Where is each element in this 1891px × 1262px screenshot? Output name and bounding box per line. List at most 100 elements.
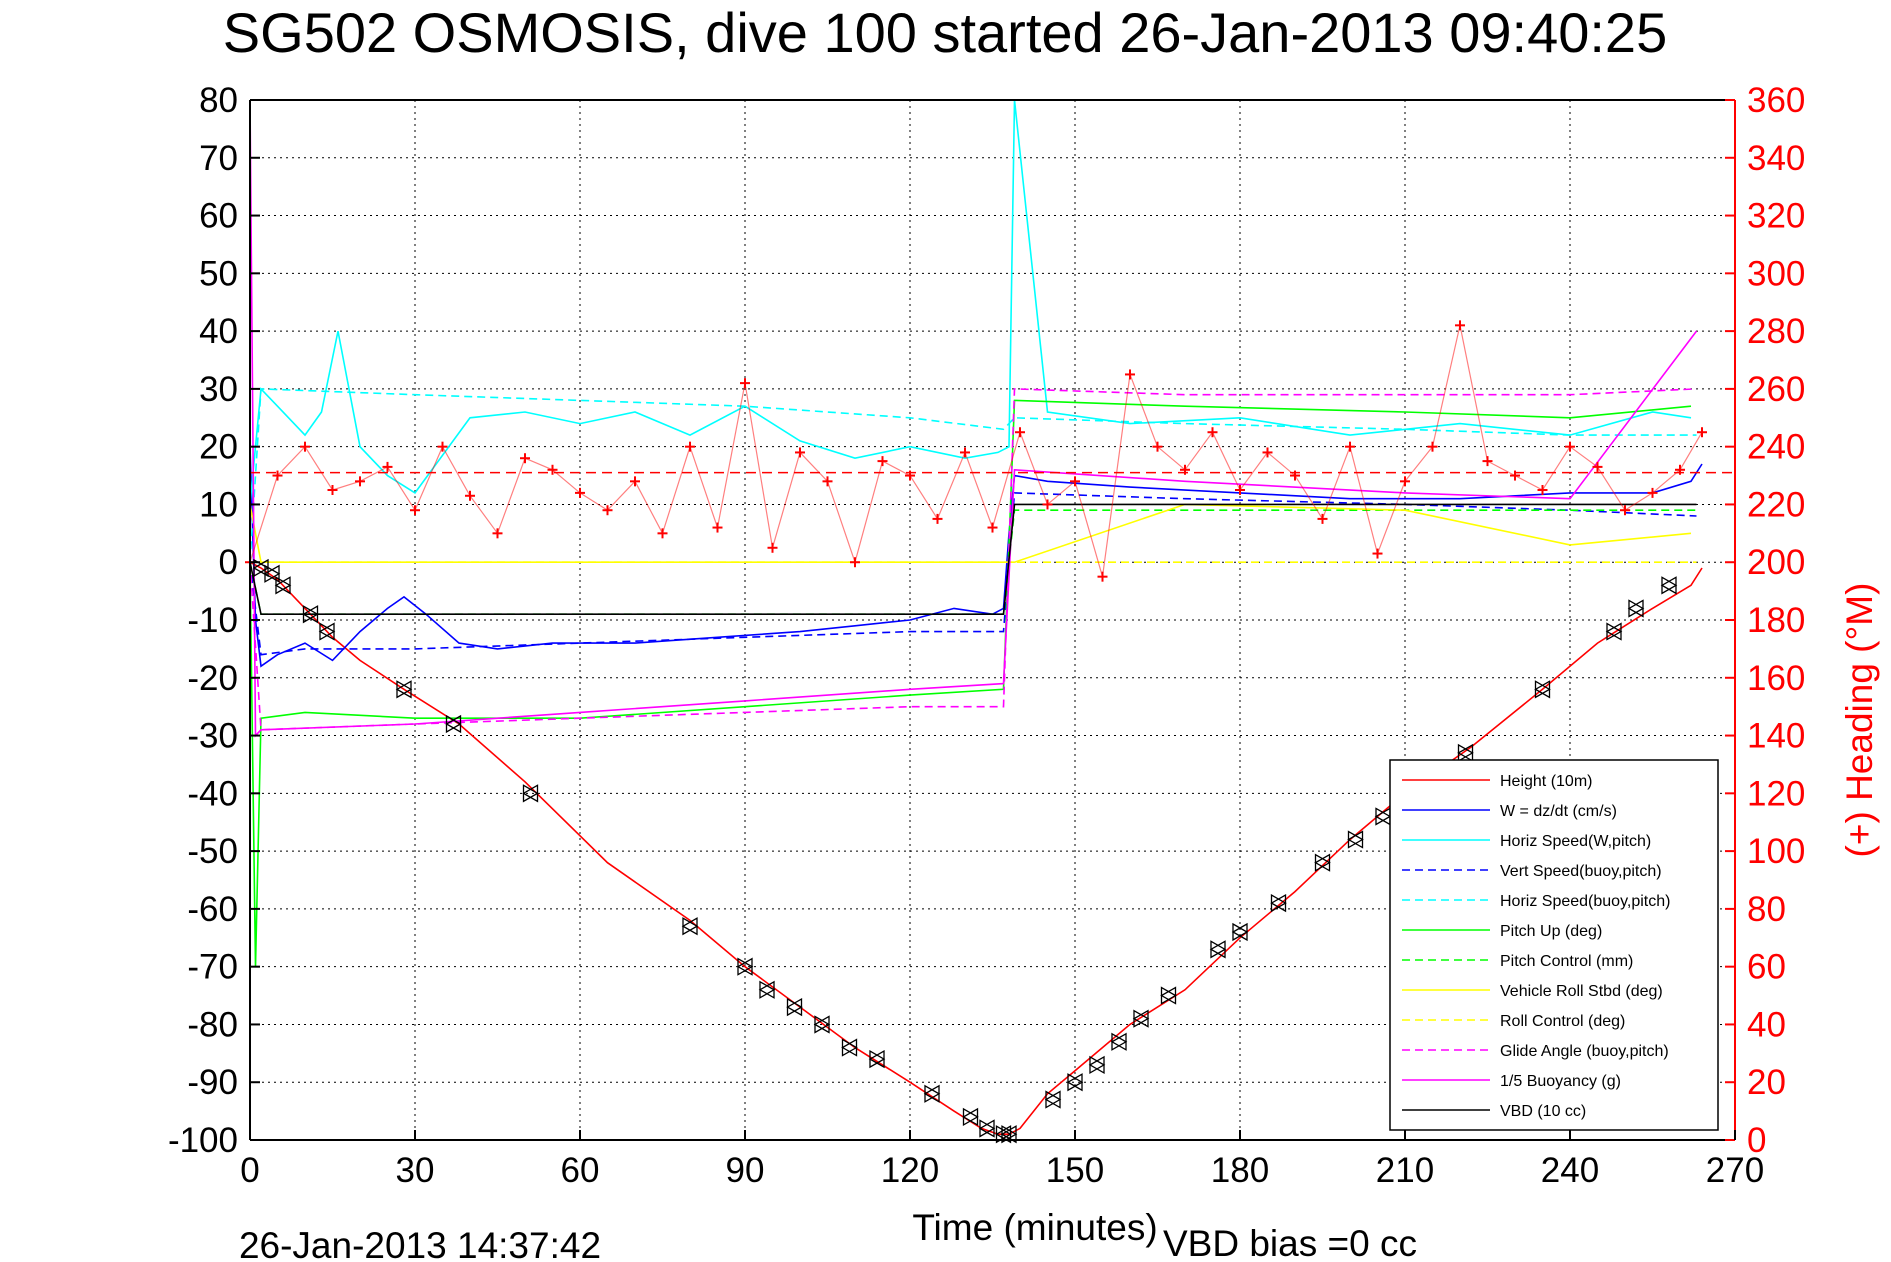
x-tick-label: 120 bbox=[881, 1151, 939, 1190]
x-tick-label: 150 bbox=[1046, 1151, 1104, 1190]
triangle-marker-rev bbox=[1231, 922, 1248, 942]
triangle-marker-rev bbox=[1660, 576, 1677, 595]
y2-tick-label: 180 bbox=[1747, 601, 1805, 640]
heading-marker bbox=[1070, 476, 1080, 487]
triangle-marker-rev bbox=[786, 997, 803, 1017]
triangle-marker-rev bbox=[1066, 1073, 1083, 1092]
y2-tick-label: 140 bbox=[1747, 717, 1805, 756]
heading-marker bbox=[712, 522, 723, 533]
heading-marker bbox=[355, 476, 365, 487]
y-tick-label: 80 bbox=[199, 81, 238, 120]
heading-marker bbox=[850, 557, 860, 568]
x-tick-label: 30 bbox=[396, 1151, 435, 1190]
heading-marker bbox=[547, 464, 558, 475]
y-tick-label: -10 bbox=[187, 601, 238, 640]
heading-marker bbox=[1400, 476, 1410, 487]
heading-marker bbox=[272, 470, 283, 481]
axes: 80706050403020100-10-20-30-40-50-60-70-8… bbox=[168, 81, 1805, 1190]
heading-marker bbox=[877, 456, 888, 467]
legend-entry: Horiz Speed(buoy,pitch) bbox=[1500, 893, 1670, 910]
series-line bbox=[249, 399, 1692, 967]
y2-tick-label: 80 bbox=[1747, 890, 1786, 929]
heading-marker bbox=[960, 447, 970, 458]
y-tick-label: -70 bbox=[187, 948, 238, 987]
heading-marker bbox=[1042, 499, 1053, 510]
triangle-marker-rev bbox=[736, 957, 753, 976]
triangle-marker-rev bbox=[681, 917, 698, 936]
series-line bbox=[249, 99, 1698, 738]
legend-entry: VBD (10 cc) bbox=[1500, 1103, 1586, 1120]
legend-entry: Vert Speed(buoy,pitch) bbox=[1500, 863, 1662, 880]
triangle-marker-rev bbox=[263, 564, 280, 583]
triangle-marker-rev bbox=[813, 1015, 830, 1034]
heading-marker bbox=[1372, 548, 1383, 559]
heading-marker bbox=[437, 441, 448, 452]
triangle-marker-rev bbox=[923, 1084, 940, 1103]
heading-marker bbox=[822, 476, 833, 487]
heading-marker bbox=[1510, 470, 1520, 481]
triangle-marker-rev bbox=[995, 1125, 1012, 1144]
heading-marker bbox=[987, 522, 998, 533]
legend-entry: Horiz Speed(W,pitch) bbox=[1500, 833, 1651, 850]
x-tick-label: 90 bbox=[726, 1151, 765, 1190]
heading-marker bbox=[1647, 487, 1658, 498]
y-tick-label: 50 bbox=[199, 254, 238, 293]
y2-tick-label: 280 bbox=[1747, 312, 1805, 351]
y-tick-label: 60 bbox=[199, 197, 238, 236]
legend-entry: W = dz/dt (cm/s) bbox=[1500, 803, 1617, 820]
triangle-marker-rev bbox=[1605, 622, 1622, 641]
triangle-marker-rev bbox=[962, 1107, 979, 1127]
y2-tick-label: 360 bbox=[1747, 81, 1805, 120]
heading-marker bbox=[630, 476, 640, 487]
chart-title: SG502 OSMOSIS, dive 100 started 26-Jan-2… bbox=[223, 1, 1667, 64]
triangle-marker-rev bbox=[1110, 1032, 1127, 1051]
triangle-marker-rev bbox=[1457, 743, 1474, 763]
heading-marker bbox=[1015, 427, 1025, 438]
x-tick-label: 270 bbox=[1706, 1151, 1764, 1190]
heading-marker bbox=[1097, 571, 1108, 582]
x-tick-label: 240 bbox=[1541, 1151, 1599, 1190]
heading-marker bbox=[602, 505, 613, 516]
footer-vbd-bias: VBD bias =0 cc bbox=[1163, 1223, 1417, 1262]
y-tick-label: -40 bbox=[187, 774, 238, 813]
heading-marker bbox=[1565, 441, 1575, 452]
y2-tick-label: 40 bbox=[1747, 1005, 1786, 1044]
y-tick-label: 70 bbox=[199, 139, 238, 178]
heading-marker bbox=[327, 485, 338, 495]
heading-marker bbox=[1592, 461, 1603, 472]
legend-entry: Pitch Control (mm) bbox=[1500, 953, 1633, 970]
triangle-marker-rev bbox=[395, 680, 412, 699]
x-axis-label: Time (minutes) bbox=[912, 1207, 1157, 1248]
heading-marker bbox=[300, 441, 310, 452]
y-tick-label: -90 bbox=[187, 1063, 238, 1102]
y2-tick-label: 200 bbox=[1747, 543, 1805, 582]
heading-marker bbox=[932, 513, 943, 524]
triangle-marker-rev bbox=[841, 1038, 858, 1057]
triangle-marker-rev bbox=[1627, 599, 1644, 618]
y2-tick-label: 260 bbox=[1747, 370, 1805, 409]
heading-line bbox=[249, 325, 1703, 577]
y-tick-label: 20 bbox=[199, 428, 238, 467]
x-tick-label: 180 bbox=[1211, 1151, 1269, 1190]
heading-marker bbox=[657, 528, 668, 539]
triangle-marker-rev bbox=[445, 714, 462, 734]
legend-entry: Roll Control (deg) bbox=[1500, 1013, 1625, 1030]
triangle-marker-rev bbox=[758, 980, 775, 999]
heading-marker bbox=[1180, 464, 1190, 475]
y2-tick-label: 20 bbox=[1747, 1063, 1786, 1102]
legend-box bbox=[1389, 759, 1719, 1131]
y-tick-label: -80 bbox=[187, 1005, 238, 1044]
legend-entry: Glide Angle (buoy,pitch) bbox=[1500, 1043, 1669, 1060]
legend-entry: Pitch Up (deg) bbox=[1500, 923, 1602, 940]
triangle-marker-rev bbox=[274, 576, 291, 595]
heading-marker bbox=[1152, 441, 1163, 452]
triangle-marker-rev bbox=[1347, 830, 1364, 849]
heading-marker bbox=[492, 528, 503, 539]
heading-marker bbox=[795, 447, 805, 458]
triangle-marker-rev bbox=[1534, 680, 1551, 699]
legend: Height (10m) W = dz/dt (cm/s) Horiz Speed(… bbox=[1389, 759, 1719, 1131]
heading-marker bbox=[1290, 470, 1300, 481]
heading-marker bbox=[575, 487, 585, 498]
y2-tick-label: 240 bbox=[1747, 428, 1805, 467]
